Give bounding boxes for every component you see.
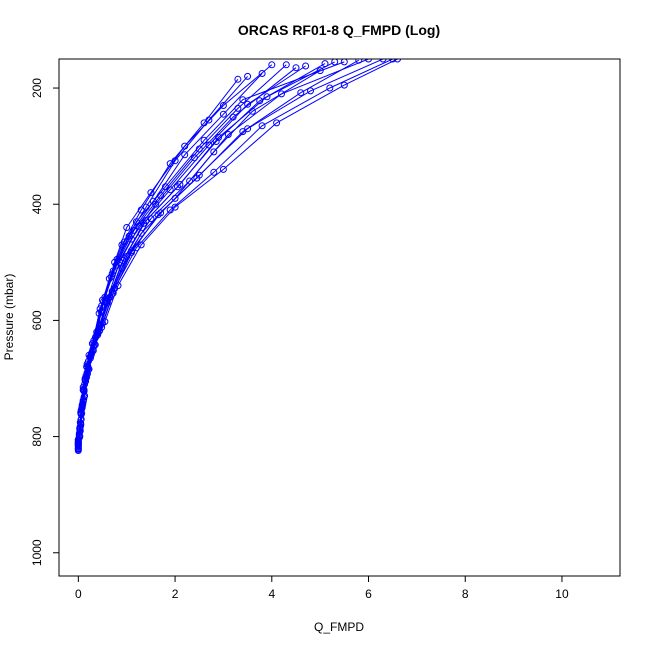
data-point xyxy=(154,211,162,219)
data-point xyxy=(292,64,300,72)
data-point xyxy=(219,165,227,173)
y-axis: 200 400 600 800 1000 xyxy=(30,78,60,566)
series-line-8 xyxy=(77,64,287,446)
data-point xyxy=(95,309,103,317)
data-point xyxy=(258,122,266,130)
data-point xyxy=(263,93,271,101)
x-tick-label: 8 xyxy=(462,587,469,601)
data-point xyxy=(74,440,82,448)
data-point xyxy=(166,160,174,168)
data-point xyxy=(212,138,220,145)
data-point xyxy=(105,275,113,283)
data-point xyxy=(389,59,397,63)
data-point xyxy=(78,401,86,409)
data-point xyxy=(137,206,145,214)
x-tick-label: 10 xyxy=(555,587,569,601)
data-point xyxy=(82,375,90,383)
data-point xyxy=(176,181,184,188)
y-axis-label: Pressure (mbar) xyxy=(2,274,16,361)
data-point xyxy=(171,203,179,211)
y-tick-label: 400 xyxy=(30,194,44,214)
data-point xyxy=(140,219,148,227)
x-tick-label: 0 xyxy=(75,587,82,601)
series-line-12 xyxy=(77,65,306,445)
x-axis: 0 2 4 6 8 10 xyxy=(75,575,569,601)
data-point xyxy=(234,104,242,112)
data-point xyxy=(297,89,305,97)
data-point xyxy=(74,445,82,453)
data-point xyxy=(224,131,232,138)
data-point xyxy=(87,352,95,360)
data-point xyxy=(340,59,348,66)
plot-area xyxy=(74,59,401,454)
data-point xyxy=(123,224,131,231)
data-point xyxy=(181,151,189,159)
data-point xyxy=(219,102,227,109)
data-point xyxy=(307,87,314,95)
data-point xyxy=(114,282,122,290)
data-point xyxy=(355,59,363,64)
x-axis-label: Q_FMPD xyxy=(314,620,364,634)
data-point xyxy=(193,174,201,182)
data-point xyxy=(200,119,208,127)
data-point xyxy=(278,90,285,98)
data-point xyxy=(244,72,252,80)
data-point xyxy=(94,329,102,337)
data-point xyxy=(326,84,334,92)
data-point xyxy=(128,248,135,256)
data-point xyxy=(282,61,290,69)
data-point xyxy=(119,257,127,265)
data-point xyxy=(258,70,266,77)
data-point xyxy=(239,128,247,136)
data-point xyxy=(166,186,174,194)
data-point xyxy=(302,62,310,70)
y-tick-label: 800 xyxy=(30,426,44,446)
data-point xyxy=(210,168,218,176)
data-point xyxy=(244,100,252,108)
data-point xyxy=(195,145,203,153)
series-line-13 xyxy=(77,59,360,442)
data-point xyxy=(273,119,281,127)
data-point xyxy=(147,189,155,197)
data-point xyxy=(321,60,329,68)
x-tick-label: 2 xyxy=(172,587,179,601)
x-tick-label: 4 xyxy=(268,587,275,601)
data-point xyxy=(205,141,213,149)
data-point xyxy=(219,110,227,118)
data-point xyxy=(118,241,126,249)
data-point xyxy=(365,59,372,63)
data-point xyxy=(76,425,84,432)
data-point xyxy=(103,297,111,305)
data-point xyxy=(268,61,276,69)
x-tick-label: 6 xyxy=(365,587,372,601)
series-line-16 xyxy=(77,63,326,445)
series-line-15 xyxy=(77,59,398,440)
data-point xyxy=(81,392,89,400)
data-point xyxy=(331,59,339,66)
data-point xyxy=(394,59,401,63)
series-line-1 xyxy=(77,64,273,450)
series-line-10 xyxy=(77,76,248,451)
data-point xyxy=(234,75,242,83)
data-point xyxy=(379,59,387,63)
data-point xyxy=(340,81,348,89)
y-tick-label: 200 xyxy=(30,78,44,98)
y-tick-label: 600 xyxy=(30,310,44,330)
y-tick-label: 1000 xyxy=(30,539,44,566)
data-point xyxy=(157,192,165,199)
chart-title: ORCAS RF01-8 Q_FMPD (Log) xyxy=(238,22,440,38)
data-point xyxy=(174,183,181,191)
data-point xyxy=(239,96,247,104)
data-point xyxy=(137,241,145,249)
data-point xyxy=(101,318,109,326)
data-point xyxy=(210,148,218,156)
data-point xyxy=(256,97,264,105)
plot-frame xyxy=(58,58,621,577)
series-line-14 xyxy=(77,78,239,449)
